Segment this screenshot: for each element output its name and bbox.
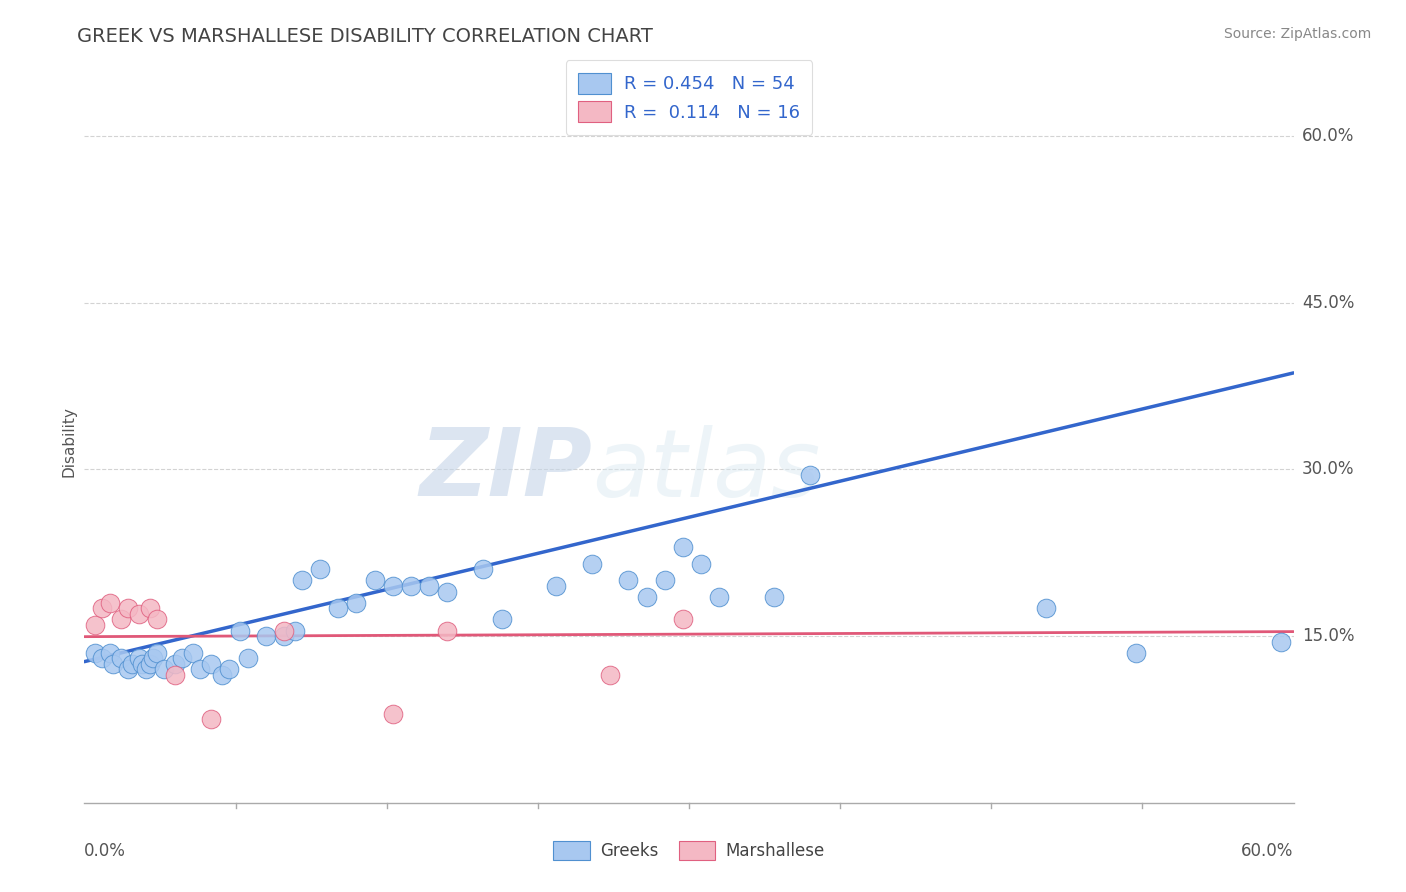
Point <box>366 668 388 682</box>
Point <box>100 657 122 671</box>
Point <box>134 646 156 660</box>
Point <box>658 646 681 660</box>
Point <box>869 690 891 705</box>
Point <box>143 657 166 671</box>
Text: GREEK VS MARSHALLESE DISABILITY CORRELATION CHART: GREEK VS MARSHALLESE DISABILITY CORRELAT… <box>77 27 654 45</box>
Point <box>104 651 127 665</box>
Point <box>406 540 429 554</box>
Point <box>274 624 297 638</box>
Point <box>738 634 761 648</box>
Point <box>107 662 129 676</box>
Point <box>456 590 478 604</box>
Point <box>153 662 176 676</box>
Point <box>138 662 160 676</box>
Text: 60.0%: 60.0% <box>1241 842 1294 860</box>
Point <box>174 629 197 643</box>
Point <box>939 601 962 615</box>
Point <box>83 601 105 615</box>
Point <box>225 596 247 610</box>
Point <box>1060 412 1083 426</box>
Point <box>89 657 111 671</box>
Point <box>149 668 172 682</box>
Point <box>375 574 398 588</box>
Text: 15.0%: 15.0% <box>1302 627 1354 645</box>
Point <box>184 624 207 638</box>
Point <box>264 579 287 593</box>
Point <box>395 574 418 588</box>
Point <box>79 618 101 632</box>
Point <box>245 579 267 593</box>
Text: 30.0%: 30.0% <box>1302 460 1354 478</box>
Point <box>110 657 132 671</box>
Text: 60.0%: 60.0% <box>1302 127 1354 145</box>
Text: Source: ZipAtlas.com: Source: ZipAtlas.com <box>1223 27 1371 41</box>
Point <box>406 612 429 626</box>
Point <box>83 651 105 665</box>
Y-axis label: Disability: Disability <box>60 406 76 477</box>
Point <box>939 307 962 321</box>
Text: atlas: atlas <box>592 425 821 516</box>
Point <box>104 607 127 621</box>
Point <box>477 467 499 482</box>
Point <box>235 574 257 588</box>
Point <box>416 557 439 571</box>
Point <box>184 629 207 643</box>
Point <box>204 562 226 576</box>
Point <box>143 713 166 727</box>
Point <box>385 590 408 604</box>
Legend: Greeks, Marshallese: Greeks, Marshallese <box>547 834 831 867</box>
Point <box>114 646 136 660</box>
Point <box>79 646 101 660</box>
Text: ZIP: ZIP <box>419 425 592 516</box>
Point <box>335 579 357 593</box>
Point <box>124 668 146 682</box>
Point <box>93 612 115 626</box>
Point <box>295 562 318 576</box>
Point <box>97 662 120 676</box>
Point <box>111 651 134 665</box>
Point <box>118 662 141 676</box>
Point <box>87 596 110 610</box>
Text: 45.0%: 45.0% <box>1302 293 1354 311</box>
Point <box>110 601 132 615</box>
Point <box>245 706 267 721</box>
Point <box>93 651 115 665</box>
Text: 0.0%: 0.0% <box>84 842 127 860</box>
Point <box>254 579 277 593</box>
Point <box>356 557 378 571</box>
Point <box>128 651 150 665</box>
Point <box>105 657 128 671</box>
Point <box>1171 240 1194 254</box>
Point <box>194 574 217 588</box>
Point <box>214 601 236 615</box>
Point <box>165 651 187 665</box>
Point <box>114 612 136 626</box>
Point <box>426 590 449 604</box>
Point <box>305 612 328 626</box>
Point <box>97 601 120 615</box>
Point <box>274 584 297 599</box>
Point <box>87 646 110 660</box>
Point <box>607 601 630 615</box>
Point <box>190 624 212 638</box>
Point <box>160 624 183 638</box>
Point <box>124 657 146 671</box>
